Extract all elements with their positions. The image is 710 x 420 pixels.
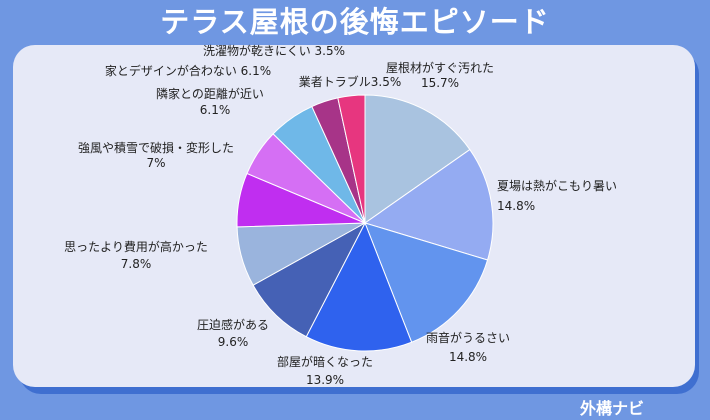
pie-slices: [236, 94, 494, 352]
slice-value-label: 7%: [146, 156, 165, 170]
slice-label: 隣家との距離が近い: [156, 86, 264, 101]
pie-slice: [305, 221, 413, 352]
slice-label: 業者トラブル3.5%: [299, 74, 402, 89]
pie-slice: [364, 222, 489, 343]
slice-value-label: 14.8%: [449, 350, 487, 364]
slice-value-label: 7.8%: [121, 257, 152, 271]
slice-label: 屋根材がすぐ汚れた: [386, 60, 494, 75]
slice-label: 雨音がうるさい: [426, 330, 510, 345]
slice-label: 家とデザインが合わない 6.1%: [105, 63, 271, 78]
brand-label: 外構ナビ: [579, 399, 644, 418]
page-title: テラス屋根の後悔エピソード: [160, 5, 550, 39]
slice-value-label: 13.9%: [306, 373, 344, 387]
slice-value-label: 9.6%: [218, 335, 249, 349]
slice-label: 部屋が暗くなった: [277, 354, 373, 369]
slice-label: 洗濯物が乾きにくい 3.5%: [203, 43, 345, 58]
slice-value-label: 15.7%: [421, 76, 459, 90]
pie-slice: [337, 94, 366, 224]
slice-label: 強風や積雪で破損・変形した: [78, 140, 234, 155]
slice-value-label: 6.1%: [200, 103, 231, 117]
slice-value-label: 14.8%: [497, 199, 535, 213]
slice-label: 圧迫感がある: [197, 317, 269, 332]
slice-label: 夏場は熱がこもり暑い: [497, 178, 617, 193]
pie-slice: [364, 94, 471, 224]
slice-label: 思ったより費用が高かった: [64, 239, 208, 254]
